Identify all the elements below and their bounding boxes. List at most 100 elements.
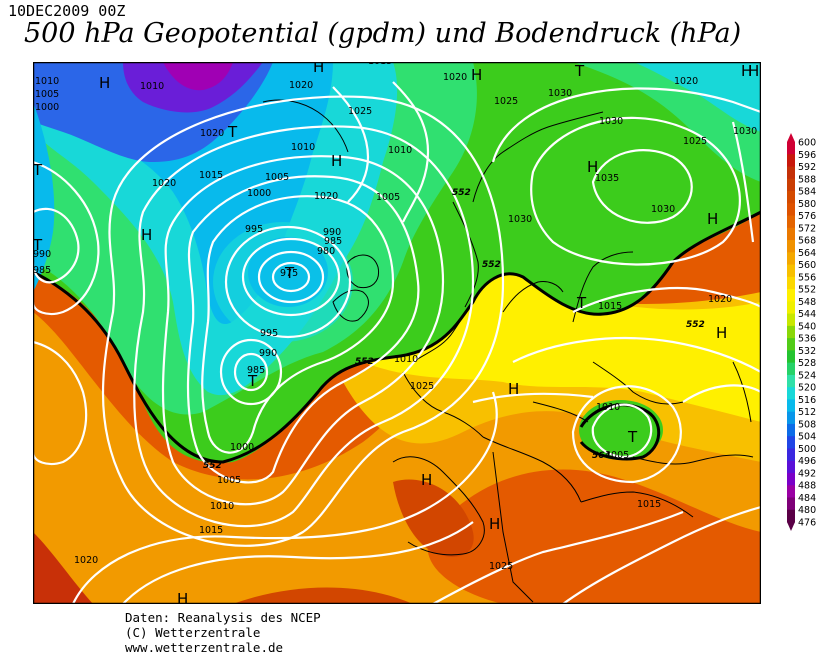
legend-label: 592 (798, 162, 816, 173)
pressure-label: 975 (280, 268, 298, 279)
pressure-label: 1030 (548, 88, 572, 99)
pressure-label: 1020 (74, 555, 98, 566)
height-low-atlantic-core (248, 237, 328, 307)
pressure-label: 1030 (651, 204, 675, 215)
pressure-label: 1000 (247, 188, 271, 199)
pressure-center: H (508, 380, 519, 398)
pressure-label: 1020 (674, 76, 698, 87)
height-label: 552 (686, 320, 705, 330)
pressure-center: H (421, 471, 432, 489)
pressure-center: T (33, 236, 43, 254)
pressure-center: H (471, 66, 482, 84)
legend-swatch (787, 313, 795, 327)
legend-swatch (787, 240, 795, 253)
legend-label: 492 (798, 468, 816, 479)
height-field-red-iberia (393, 479, 474, 557)
legend-swatch (787, 509, 795, 523)
pressure-label: 1020 (289, 80, 313, 91)
height-label: 564 (592, 451, 611, 461)
pressure-label: 1015 (368, 62, 392, 67)
pressure-label: 1025 (410, 381, 434, 392)
legend-swatch (787, 350, 795, 364)
legend-label: 564 (798, 248, 816, 259)
height-label: 552 (452, 188, 471, 198)
pressure-center: H (177, 590, 188, 604)
legend-swatch (787, 485, 795, 498)
pressure-label: 1020 (708, 294, 732, 305)
date-label: 10DEC2009 00Z (8, 2, 126, 20)
legend-label: 556 (798, 272, 816, 283)
legend-swatch (787, 387, 795, 400)
credits-data: Daten: Reanalysis des NCEP (125, 610, 321, 625)
pressure-center: T (247, 372, 258, 390)
height-field-left-cyan (33, 102, 55, 292)
legend-swatch (787, 178, 795, 192)
legend-swatch (787, 289, 795, 302)
legend-label: 528 (798, 358, 816, 369)
height-field-purple (163, 62, 233, 91)
pressure-label: 1015 (598, 301, 622, 312)
legend-label: 536 (798, 334, 816, 345)
height-field-red-bottom (233, 587, 413, 604)
pressure-center: T (227, 123, 238, 141)
pressure-label: 1030 (508, 214, 532, 225)
legend-label: 516 (798, 395, 816, 406)
pressure-label: 1010 (210, 501, 234, 512)
legend-label: 576 (798, 211, 816, 222)
pressure-label: 985 (33, 265, 51, 276)
pressure-label: 1025 (348, 106, 372, 117)
pressure-label: 1005 (35, 89, 59, 100)
legend-label: 548 (798, 297, 816, 308)
legend-swatch (787, 423, 795, 437)
legend-label: 496 (798, 456, 816, 467)
legend-swatch (787, 203, 795, 217)
legend-swatch (787, 142, 795, 155)
pressure-label: 1005 (605, 450, 629, 461)
legend-label: 580 (798, 199, 816, 210)
legend-swatch (787, 301, 795, 315)
pressure-label: 1000 (230, 442, 254, 453)
pressure-center: T (33, 161, 43, 179)
map-frame (33, 62, 761, 604)
height-label: 552 (355, 357, 374, 367)
legend-swatch (787, 264, 795, 278)
legend-label: 568 (798, 236, 816, 247)
legend-swatch (787, 448, 795, 462)
pressure-label: 1010 (140, 81, 164, 92)
legend-label: 540 (798, 321, 816, 332)
pressure-center: H (331, 152, 342, 170)
pressure-label: 990 (259, 348, 277, 359)
pressure-center: H (99, 74, 110, 92)
pressure-label: 995 (245, 224, 263, 235)
legend-swatch (787, 399, 795, 413)
map-title: 500 hPa Geopotential (gpdm) und Bodendru… (24, 18, 742, 49)
pressure-label: 1030 (599, 116, 623, 127)
legend-label: 544 (798, 309, 816, 320)
legend-swatch (787, 154, 795, 168)
height-label: 552 (482, 260, 501, 270)
isobars (33, 81, 761, 604)
pressure-label: 1010 (291, 142, 315, 153)
credits-url: www.wetterzentrale.de (125, 640, 284, 655)
legend-arrow-bottom (787, 522, 795, 531)
pressure-center: H (313, 62, 324, 76)
pressure-center: T (574, 62, 585, 80)
legend-swatch (787, 497, 795, 511)
legend-label: 560 (798, 260, 816, 271)
legend-swatch (787, 362, 795, 376)
legend-label: 512 (798, 407, 816, 418)
pressure-center: H (587, 158, 598, 176)
pressure-label: 1010 (596, 402, 620, 413)
pressure-label: 1025 (683, 136, 707, 147)
pressure-label: 980 (317, 246, 335, 257)
pressure-label: 1020 (152, 178, 176, 189)
pressure-center: H (141, 226, 152, 244)
legend-swatch (787, 276, 795, 290)
pressure-label: 1020 (200, 128, 224, 139)
legend-label: 532 (798, 346, 816, 357)
legend-arrow-top (787, 133, 795, 142)
height-label: 552 (203, 461, 222, 471)
pressure-label: 1015 (637, 499, 661, 510)
legend-label: 584 (798, 187, 816, 198)
pressure-label: 1010 (388, 145, 412, 156)
